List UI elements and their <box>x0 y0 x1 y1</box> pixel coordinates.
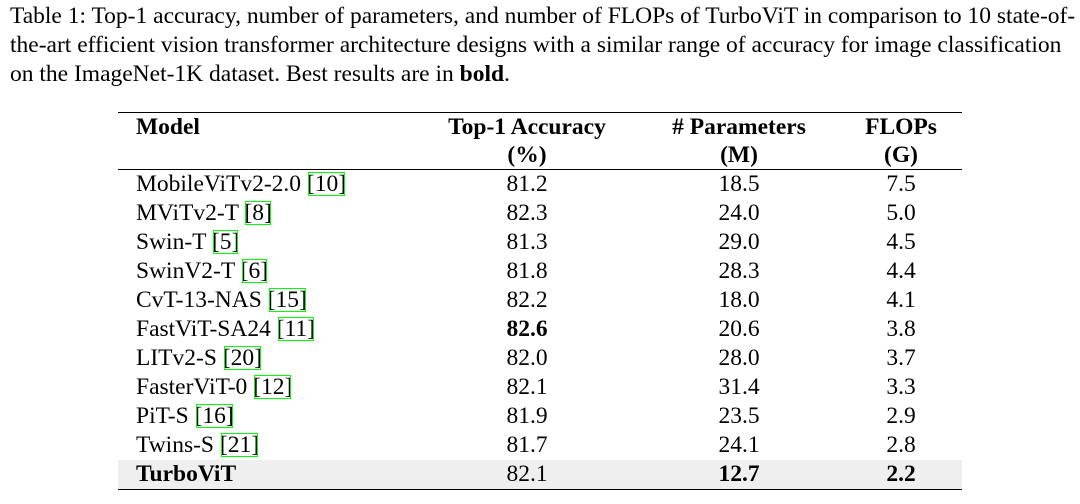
table-row: Twins-S [21] 81.7 24.1 2.8 <box>118 431 962 460</box>
model-name: MViTv2-T <box>136 200 239 226</box>
params-cell: 24.0 <box>718 200 760 226</box>
column-header: Model <box>118 112 416 142</box>
table-row: MobileViTv2-2.0 [10] 81.2 18.5 7.5 <box>118 170 962 200</box>
citation[interactable]: [5] <box>211 229 240 255</box>
flops-cell: 5.0 <box>886 200 916 226</box>
table-row: SwinV2-T [6] 81.8 28.3 4.4 <box>118 257 962 286</box>
params-cell: 18.5 <box>718 171 760 197</box>
table-row: FastViT-SA24 [11] 82.6 20.6 3.8 <box>118 315 962 344</box>
flops-cell: 3.7 <box>886 345 916 371</box>
caption-end: . <box>504 61 510 87</box>
model-cell: CvT-13-NAS [15] <box>118 286 416 315</box>
accuracy-cell: 81.3 <box>506 229 548 255</box>
accuracy-cell: 82.1 <box>506 374 548 400</box>
model-name: SwinV2-T <box>136 258 235 284</box>
params-cell: 28.3 <box>718 258 760 284</box>
params-cell: 12.7 <box>638 460 840 490</box>
params-cell: 29.0 <box>718 229 760 255</box>
model-cell: SwinV2-T [6] <box>118 257 416 286</box>
model-name: LITv2-S <box>136 345 217 371</box>
column-unit: (M) <box>638 142 840 170</box>
column-unit: (%) <box>416 142 638 170</box>
citation[interactable]: [12] <box>253 374 293 400</box>
flops-cell: 2.8 <box>886 432 916 458</box>
header-unit-row: (%) (M) (G) <box>118 142 962 170</box>
model-cell: PiT-S [16] <box>118 402 416 431</box>
table-row: Swin-T [5] 81.3 29.0 4.5 <box>118 228 962 257</box>
accuracy-cell: 81.8 <box>506 258 548 284</box>
params-cell: 31.4 <box>718 374 760 400</box>
model-name: PiT-S <box>136 403 189 429</box>
citation[interactable]: [11] <box>276 316 315 342</box>
model-name: CvT-13-NAS <box>136 287 262 313</box>
model-cell: Twins-S [21] <box>118 431 416 460</box>
model-cell: TurboViT <box>118 460 416 490</box>
model-name: Twins-S <box>136 432 215 458</box>
table-row: LITv2-S [20] 82.0 28.0 3.7 <box>118 344 962 373</box>
table-row: FasterViT-0 [12] 82.1 31.4 3.3 <box>118 373 962 402</box>
params-cell: 20.6 <box>718 316 760 342</box>
model-name: TurboViT <box>136 461 237 487</box>
citation[interactable]: [6] <box>240 258 269 284</box>
params-cell: 24.1 <box>718 432 760 458</box>
citation[interactable]: [15] <box>267 287 307 313</box>
accuracy-cell: 82.6 <box>506 316 548 342</box>
accuracy-cell: 81.2 <box>506 171 548 197</box>
table-body: MobileViTv2-2.0 [10] 81.2 18.5 7.5 MViTv2-T … <box>118 170 962 490</box>
table-row: CvT-13-NAS [15] 82.2 18.0 4.1 <box>118 286 962 315</box>
flops-cell: 3.3 <box>886 374 916 400</box>
caption-text: Top-1 accuracy, number of parameters, an… <box>10 3 1076 87</box>
accuracy-cell: 81.9 <box>506 403 548 429</box>
accuracy-cell: 82.2 <box>506 287 548 313</box>
flops-cell: 2.9 <box>886 403 916 429</box>
accuracy-cell: 82.1 <box>416 460 638 490</box>
accuracy-cell: 82.0 <box>506 345 548 371</box>
column-header: Top-1 Accuracy <box>416 112 638 142</box>
params-cell: 23.5 <box>718 403 760 429</box>
citation[interactable]: [8] <box>244 200 272 226</box>
model-name: FastViT-SA24 <box>136 316 271 342</box>
params-cell: 28.0 <box>718 345 760 371</box>
flops-cell: 4.1 <box>886 287 916 313</box>
citation[interactable]: [21] <box>219 432 260 458</box>
caption-label: Table 1: <box>10 3 87 29</box>
accuracy-cell: 82.3 <box>506 200 548 226</box>
model-cell: FasterViT-0 [12] <box>118 373 416 402</box>
flops-cell: 7.5 <box>886 171 916 197</box>
accuracy-cell: 81.7 <box>506 432 548 458</box>
model-name: MobileViTv2-2.0 <box>136 171 302 197</box>
model-name: Swin-T <box>136 229 207 255</box>
results-table: Model Top-1 Accuracy # Parameters FLOPs … <box>118 112 962 490</box>
citation[interactable]: [16] <box>194 403 234 429</box>
model-cell: LITv2-S [20] <box>118 344 416 373</box>
model-cell: MobileViTv2-2.0 [10] <box>118 170 416 200</box>
column-header: FLOPs <box>840 112 962 142</box>
model-cell: MViTv2-T [8] <box>118 199 416 228</box>
model-cell: FastViT-SA24 [11] <box>118 315 416 344</box>
citation[interactable]: [10] <box>306 171 347 197</box>
column-header: # Parameters <box>638 112 840 142</box>
flops-cell: 4.4 <box>886 258 916 284</box>
table-row: PiT-S [16] 81.9 23.5 2.9 <box>118 402 962 431</box>
column-unit <box>118 142 416 170</box>
header-row: Model Top-1 Accuracy # Parameters FLOPs <box>118 112 962 142</box>
flops-cell: 3.8 <box>886 316 916 342</box>
model-cell: Swin-T [5] <box>118 228 416 257</box>
params-cell: 18.0 <box>718 287 760 313</box>
table-row: TurboViT 82.1 12.7 2.2 <box>118 460 962 490</box>
table-row: MViTv2-T [8] 82.3 24.0 5.0 <box>118 199 962 228</box>
model-name: FasterViT-0 <box>136 374 248 400</box>
caption: Table 1: Top-1 accuracy, number of param… <box>10 2 1076 89</box>
flops-cell: 4.5 <box>886 229 916 255</box>
column-unit: (G) <box>840 142 962 170</box>
citation[interactable]: [20] <box>222 345 262 371</box>
caption-bold: bold <box>459 61 505 87</box>
flops-cell: 2.2 <box>840 460 962 490</box>
